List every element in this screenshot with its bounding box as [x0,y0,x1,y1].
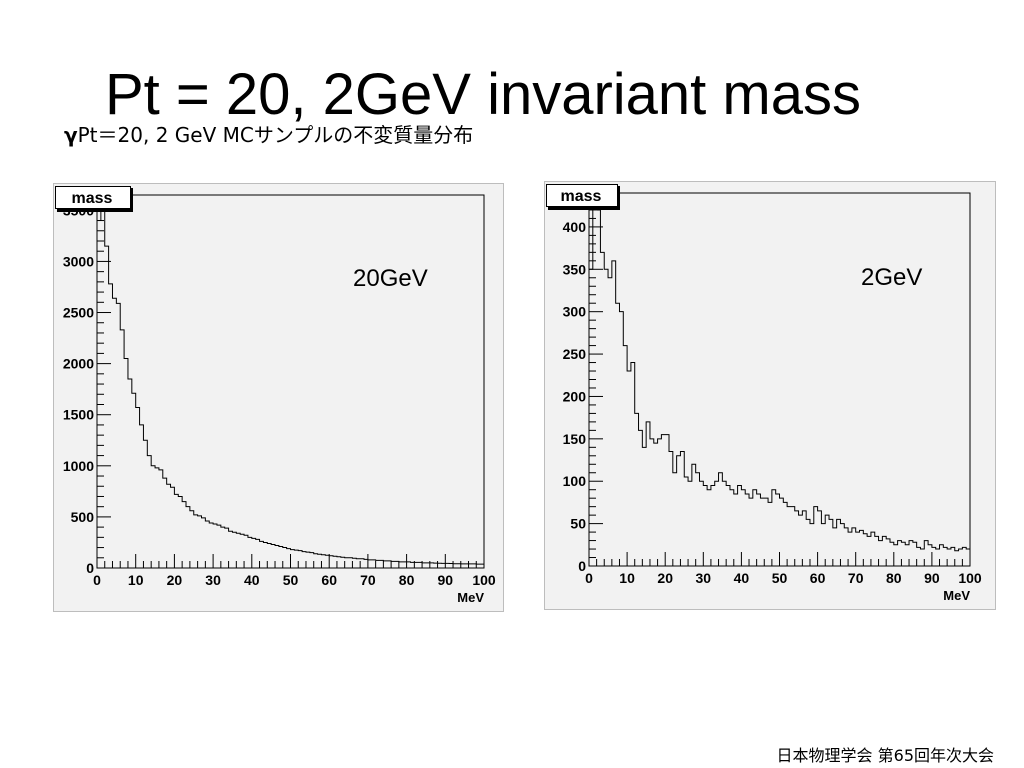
y-tick-label: 0 [86,560,94,576]
y-tick-label: 0 [578,558,586,574]
histogram-line [96,203,485,568]
plot-area [96,194,485,569]
conference-footer: 日本物理学会 第65回年次大会 [776,746,994,765]
x-tick-label: 0 [93,572,101,588]
x-tick-label: 100 [472,572,496,588]
x-tick-label: 60 [810,570,826,586]
energy-annotation: 20GeV [353,265,428,292]
y-tick-label: 350 [563,261,587,277]
x-tick-label: 10 [619,570,635,586]
y-tick-label: 250 [563,346,587,362]
x-tick-label: 40 [244,572,260,588]
plot-area [588,192,971,567]
histogram-2gev: 0 10 20 30 40 50 60 70 80 90 100 0 50 100 150 200 250 300… [544,181,996,610]
x-tick-label: 10 [128,572,144,588]
subtitle-gamma: γ [64,123,78,147]
x-tick-label: 70 [848,570,864,586]
x-tick-label: 90 [924,570,940,586]
title-box [55,186,131,209]
energy-annotation: 2GeV [861,264,922,291]
title-box [546,184,618,207]
histogram-line [588,200,971,566]
x-axis-title: MeV [457,590,484,605]
x-tick-label: 20 [167,572,183,588]
y-tick-label: 1500 [63,407,94,423]
y-tick-label: 3000 [63,253,94,269]
histogram-20gev: 0 10 20 30 40 50 60 70 80 90 100050010001500200025… [53,183,504,612]
x-tick-label: 50 [772,570,788,586]
y-tick-label: 2000 [63,356,94,372]
x-tick-label: 90 [438,572,454,588]
x-tick-label: 60 [321,572,337,588]
x-tick-label: 40 [734,570,750,586]
x-tick-label: 30 [696,570,712,586]
subtitle-text: Pt＝20, 2 GeV MCサンプルの不変質量分布 [77,123,474,147]
x-tick-label: 30 [205,572,221,588]
slide-subtitle: γPt＝20, 2 GeV MCサンプルの不変質量分布 [64,122,473,148]
y-tick-label: 2500 [63,305,94,321]
y-tick-label: 500 [71,509,95,525]
y-tick-label: 200 [563,388,587,404]
y-tick-label: 400 [563,219,587,235]
y-tick-label: 100 [563,473,587,489]
x-axis-title: MeV [943,588,970,603]
slide-title: Pt = 20, 2GeV invariant mass [105,62,861,127]
x-tick-label: 80 [886,570,902,586]
y-tick-label: 300 [563,304,587,320]
y-tick-label: 150 [563,431,587,447]
x-tick-label: 100 [958,570,982,586]
histogram-title: mass [561,188,602,205]
x-tick-label: 50 [283,572,299,588]
histogram-title: mass [72,190,113,207]
x-tick-label: 80 [399,572,415,588]
x-tick-label: 70 [360,572,376,588]
y-tick-label: 50 [570,516,586,532]
y-tick-label: 1000 [63,458,94,474]
x-tick-label: 0 [585,570,593,586]
x-tick-label: 20 [657,570,673,586]
